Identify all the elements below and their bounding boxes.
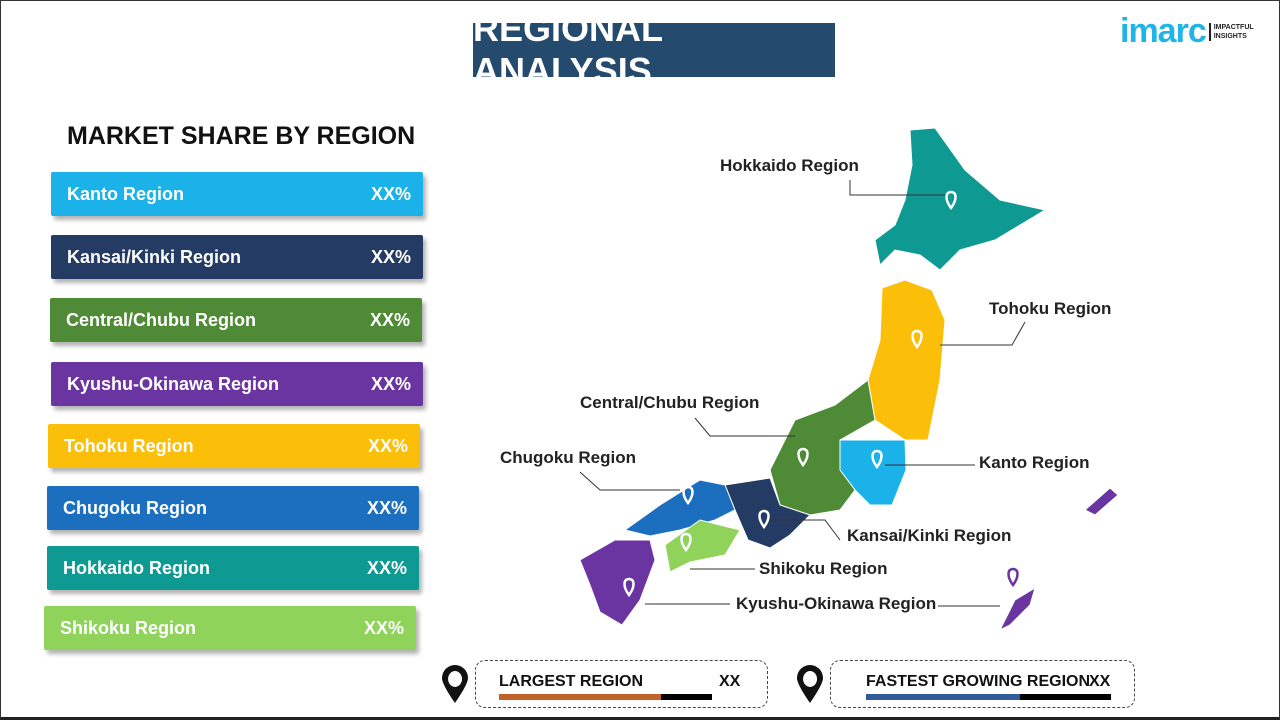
- label-central: Central/Chubu Region: [580, 393, 760, 412]
- fastest-growing-region-card: FASTEST GROWING REGION XX: [830, 660, 1135, 708]
- pin-icon: [911, 329, 923, 350]
- largest-region-value: XX: [719, 673, 741, 690]
- pin-icon: [682, 485, 694, 506]
- label-chugoku: Chugoku Region: [500, 448, 636, 467]
- region-name: Shikoku Region: [60, 617, 197, 638]
- pin-icon: [871, 449, 883, 470]
- region-share: XX%: [367, 435, 408, 456]
- region-name: Tohoku Region: [64, 435, 194, 456]
- fastest-region-value: XX: [1089, 673, 1111, 690]
- label-kyushu: Kyushu-Okinawa Region: [736, 594, 937, 613]
- pin-icon: [758, 509, 770, 530]
- map-islands: [1084, 487, 1119, 516]
- label-kanto: Kanto Region: [979, 453, 1090, 472]
- region-share: XX%: [366, 497, 407, 518]
- region-bar: Shikoku Region XX%: [44, 606, 416, 650]
- region-share: XX%: [370, 183, 411, 204]
- region-bar: Kanto Region XX%: [51, 172, 423, 216]
- label-kansai: Kansai/Kinki Region: [847, 526, 1012, 545]
- region-share: XX%: [369, 309, 410, 330]
- region-bar: Hokkaido Region XX%: [47, 546, 419, 590]
- map-okinawa: [998, 586, 1036, 632]
- map-shikoku: [664, 519, 741, 573]
- imarc-logo: imarc IMPACTFUL INSIGHTS: [1120, 12, 1254, 50]
- location-pin-icon: [797, 665, 823, 703]
- pin-icon: [945, 190, 957, 211]
- region-share: XX%: [370, 246, 411, 267]
- fastest-region-bar: [866, 694, 1111, 700]
- pin-icon: [623, 577, 635, 598]
- region-share: XX%: [366, 557, 407, 578]
- label-shikoku: Shikoku Region: [759, 559, 888, 578]
- largest-region-card: LARGEST REGION XX: [475, 660, 768, 708]
- map-kyushu: [579, 539, 656, 626]
- map-tohoku: [867, 279, 946, 441]
- map-hokkaido: [874, 127, 1047, 271]
- region-name: Hokkaido Region: [63, 557, 211, 578]
- region-name: Kyushu-Okinawa Region: [67, 373, 280, 394]
- region-bar: Kansai/Kinki Region XX%: [51, 235, 423, 279]
- region-share: XX%: [370, 373, 411, 394]
- pin-icon: [680, 532, 692, 553]
- region-bar: Chugoku Region XX%: [47, 486, 419, 530]
- region-bar: Central/Chubu Region XX%: [50, 298, 422, 342]
- fastest-region-label: FASTEST GROWING REGION: [866, 673, 1091, 690]
- region-name: Kansai/Kinki Region: [67, 246, 242, 267]
- largest-region-label: LARGEST REGION: [499, 673, 644, 690]
- pin-icon: [1007, 567, 1019, 588]
- market-share-heading: MARKET SHARE BY REGION: [67, 122, 416, 150]
- region-name: Chugoku Region: [63, 497, 207, 518]
- largest-region-bar: [499, 694, 712, 700]
- label-hokkaido: Hokkaido Region: [720, 156, 859, 175]
- pin-icon: [797, 447, 809, 468]
- region-bar: Tohoku Region XX%: [48, 424, 420, 468]
- label-tohoku: Tohoku Region: [989, 299, 1112, 318]
- region-name: Central/Chubu Region: [66, 309, 256, 330]
- location-pin-icon: [442, 665, 468, 703]
- region-name: Kanto Region: [67, 183, 184, 204]
- region-share: XX%: [363, 617, 404, 638]
- region-bar: Kyushu-Okinawa Region XX%: [51, 362, 423, 406]
